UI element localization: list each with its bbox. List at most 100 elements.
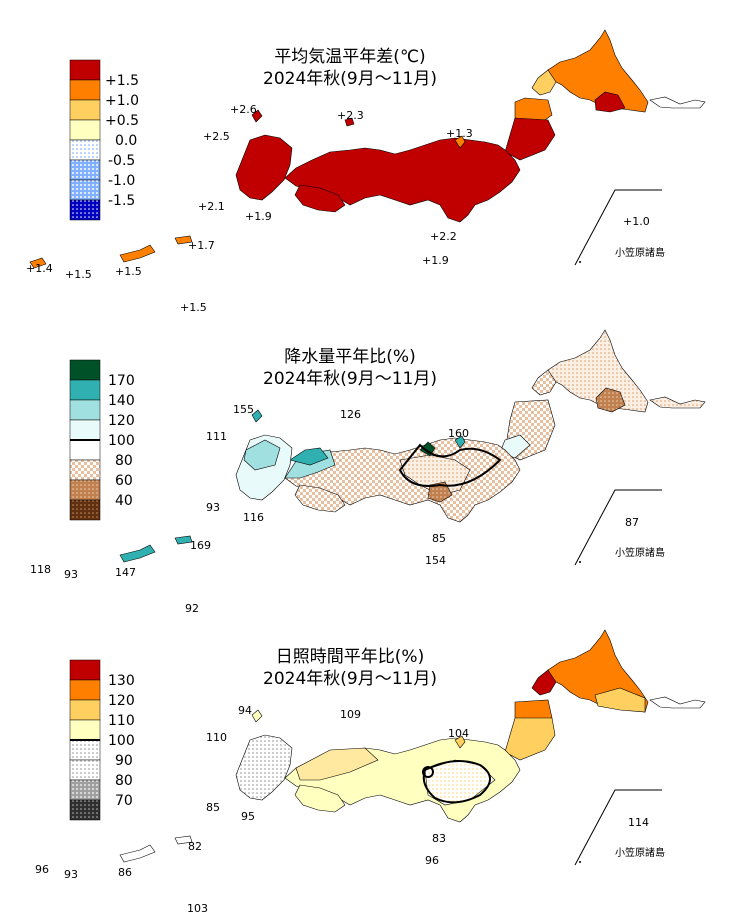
station-label: 160: [448, 427, 469, 440]
station-label: +1.4: [26, 262, 53, 275]
station-label: 86: [118, 866, 132, 879]
station-label: +1.5: [180, 301, 207, 314]
legend-swatch: [69, 659, 101, 681]
station-labels-temperature: +2.6 +2.3 +2.5 +1.3 +2.1 +1.9 +2.2 +1.9 …: [26, 103, 665, 314]
contour-line: [422, 766, 434, 778]
legend-swatch: [69, 799, 101, 821]
station-labels-sunshine: 94 109 110 104 85 95 83 96 82 96 93 86 1…: [35, 704, 665, 915]
station-label: 114: [628, 816, 649, 829]
panel-title: 平均気温平年差(℃): [274, 47, 425, 67]
legend-swatch: [69, 439, 101, 461]
station-label: 103: [187, 902, 208, 915]
panel-subtitle: 2024年秋(9月～11月): [263, 369, 437, 389]
map-temperature: [29, 29, 706, 269]
station-label: 95: [241, 810, 255, 823]
station-label: +2.1: [198, 200, 225, 213]
legend-swatch: [69, 419, 101, 441]
panel-subtitle: 2024年秋(9月～11月): [263, 669, 437, 689]
station-label: +2.5: [203, 130, 230, 143]
station-label: +1.7: [188, 239, 215, 252]
contour-line: [398, 443, 502, 487]
legend-label: -0.5: [108, 153, 135, 169]
station-label: 154: [425, 554, 446, 567]
legend-label: +1.0: [105, 93, 139, 109]
legend-label: 100: [108, 733, 135, 749]
ogasawara-label: 小笠原諸島: [615, 846, 665, 859]
legend-swatch: [69, 79, 101, 101]
legend-label: 100: [108, 433, 135, 449]
legend-label: 140: [108, 393, 135, 409]
legend-label: 120: [108, 693, 135, 709]
legend-sunshine: 130 120 110 100 90 80 70: [69, 659, 135, 821]
legend-label: -1.5: [108, 193, 135, 209]
station-label: 93: [206, 501, 220, 514]
legend-label: -1.0: [108, 173, 135, 189]
station-label: +1.9: [422, 254, 449, 267]
panel-title: 日照時間平年比(%): [276, 647, 424, 667]
legend-swatch: [69, 759, 101, 781]
legend-swatch: [69, 719, 101, 741]
station-label: 92: [185, 602, 199, 615]
station-label: +1.5: [115, 265, 142, 278]
panel-precipitation: 170 140 120 100 80 60 40 降水量平年比(%) 2024年…: [30, 329, 706, 615]
station-label: 82: [188, 840, 202, 853]
legend-label: 60: [115, 473, 133, 489]
legend-swatch: [69, 399, 101, 421]
legend-swatch: [69, 499, 101, 521]
legend-label: 80: [115, 453, 133, 469]
ogasawara-label: 小笠原諸島: [615, 546, 665, 559]
legend-swatch: [69, 99, 101, 121]
station-label: 94: [238, 704, 252, 717]
station-label: 109: [340, 708, 361, 721]
station-label: 96: [425, 854, 439, 867]
legend-swatch: [69, 699, 101, 721]
legend-label: 80: [115, 773, 133, 789]
legend-swatch: [69, 199, 101, 221]
legend-swatch: [69, 179, 101, 201]
station-label: 118: [30, 563, 51, 576]
station-label: +1.5: [65, 268, 92, 281]
legend-label: 110: [108, 713, 135, 729]
legend-label: 70: [115, 793, 133, 809]
legend-swatch: [69, 59, 101, 81]
ogasawara-label: 小笠原諸島: [615, 246, 665, 259]
legend-swatch: [69, 479, 101, 501]
panel-temperature: +1.5 +1.0 +0.5 0.0 -0.5 -1.0 -1.5 平均気温平年…: [26, 29, 706, 314]
legend-label: 90: [115, 753, 133, 769]
legend-swatch: [69, 359, 101, 381]
legend-precipitation: 170 140 120 100 80 60 40: [69, 359, 135, 521]
map-sunshine: [119, 629, 706, 863]
station-labels-precipitation: 155 126 111 160 93 116 85 154 169 118 93…: [30, 403, 665, 615]
station-label: +1.0: [623, 215, 650, 228]
station-label: 147: [115, 566, 136, 579]
station-label: 111: [206, 430, 227, 443]
station-dot: [579, 861, 581, 863]
inset-frame: [574, 489, 662, 566]
station-label: 93: [64, 568, 78, 581]
inset-frame: [574, 789, 662, 866]
contour-line: [422, 760, 491, 804]
legend-label: 120: [108, 413, 135, 429]
station-label: 96: [35, 863, 49, 876]
legend-swatch: [69, 739, 101, 761]
station-label: 104: [448, 727, 469, 740]
inset-frame: [574, 189, 662, 266]
station-label: +2.3: [337, 109, 364, 122]
station-label: 116: [243, 511, 264, 524]
legend-temperature: +1.5 +1.0 +0.5 0.0 -0.5 -1.0 -1.5: [69, 59, 139, 221]
station-label: +1.9: [245, 210, 272, 223]
legend-swatch: [69, 779, 101, 801]
legend-label: 0.0: [115, 133, 137, 149]
panel-subtitle: 2024年秋(9月～11月): [263, 69, 437, 89]
station-dot: [579, 261, 581, 263]
station-label: 110: [206, 731, 227, 744]
legend-swatch: [69, 459, 101, 481]
station-label: 85: [206, 801, 220, 814]
legend-swatch: [69, 119, 101, 141]
legend-label: 130: [108, 673, 135, 689]
station-label: 169: [190, 539, 211, 552]
station-label: 155: [233, 403, 254, 416]
legend-label: +1.5: [105, 73, 139, 89]
map-precipitation: [119, 329, 706, 563]
